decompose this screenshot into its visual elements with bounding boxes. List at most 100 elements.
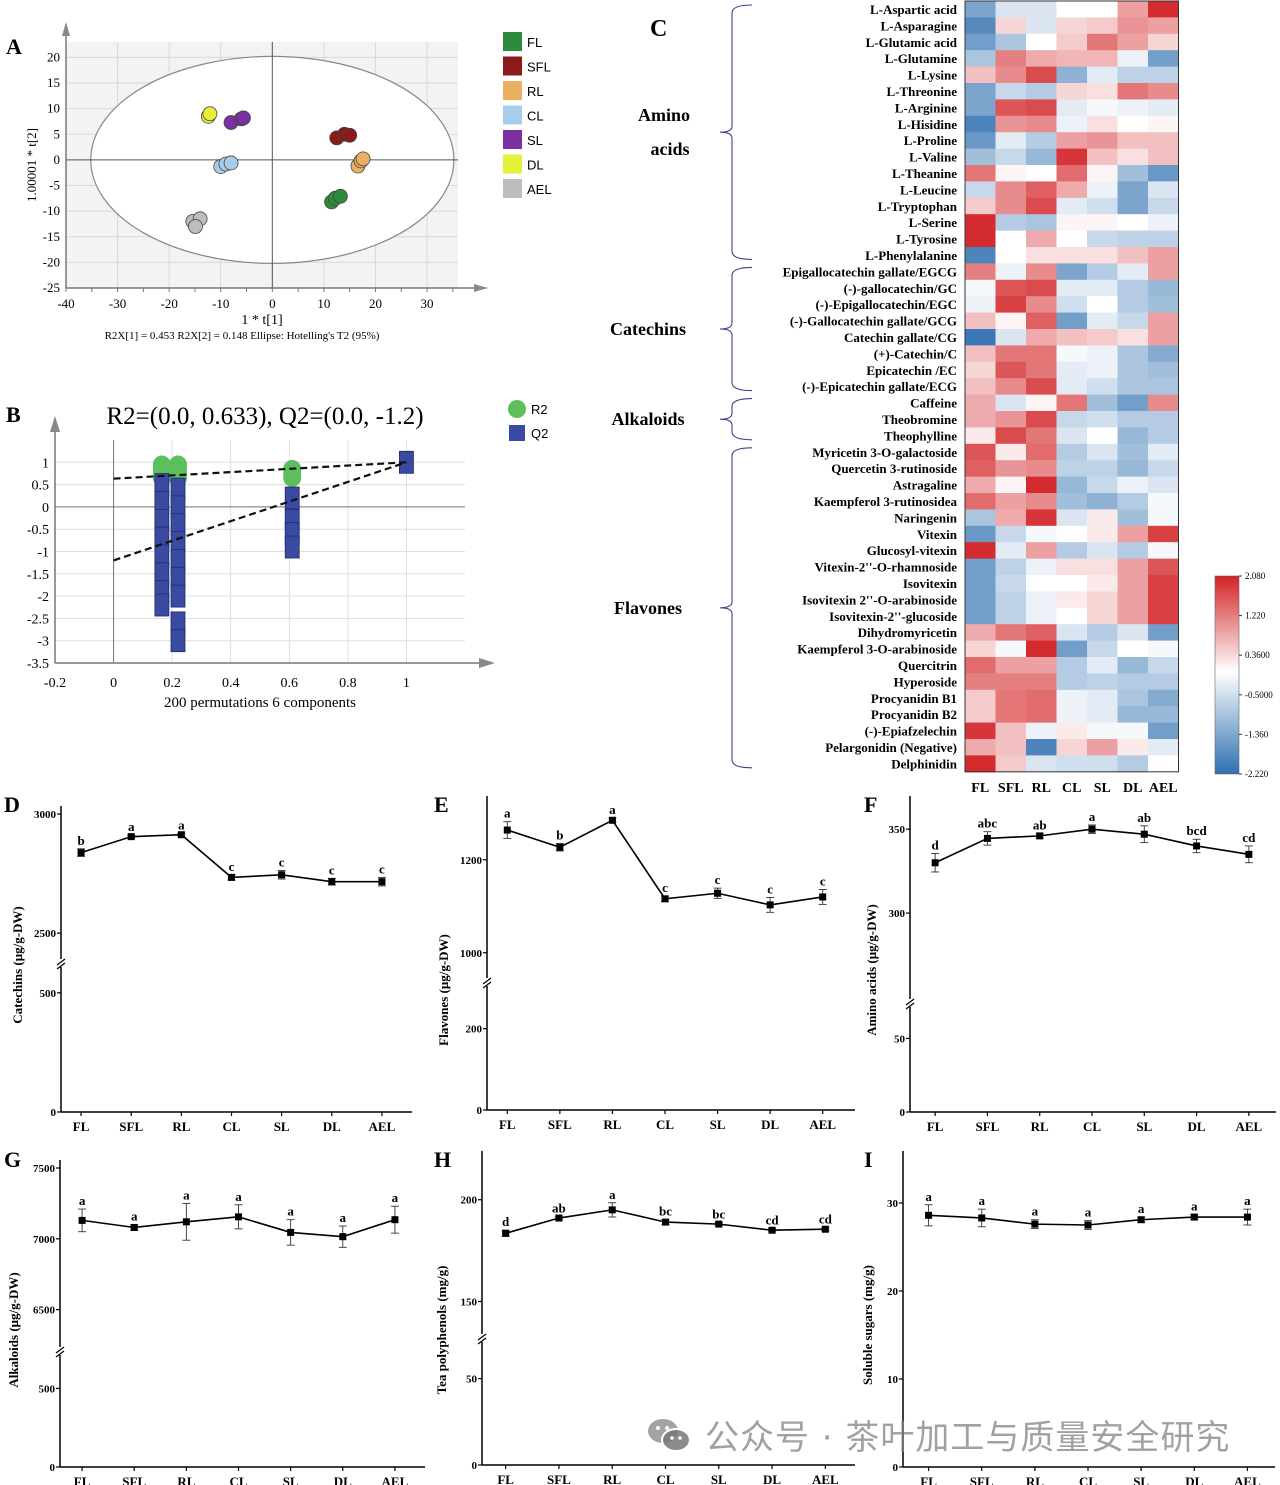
heatmap-cell (1056, 755, 1088, 773)
heatmap-cell (1087, 378, 1118, 396)
y-tick-label: -0.5 (27, 523, 49, 538)
heatmap-cell (1056, 33, 1088, 51)
y-tick-label: 7000 (33, 1234, 56, 1246)
heatmap-cell (1148, 624, 1179, 642)
x-tick-label: CL (222, 1119, 240, 1134)
heatmap-cell (1056, 394, 1088, 412)
heatmap-cell (965, 115, 996, 133)
heatmap-cell (1148, 50, 1179, 68)
data-point (78, 1216, 86, 1224)
heatmap-cell (995, 542, 1027, 560)
y-tick-label: -2.5 (27, 612, 49, 627)
y-axis-title: Alkaloids (μg/g-DW) (6, 1272, 21, 1387)
x-tick-label: SL (283, 1474, 299, 1485)
heatmap-cell (1148, 689, 1179, 707)
heatmap-cell (995, 394, 1027, 412)
significance-letter: a (79, 1193, 86, 1208)
heatmap-cell (1117, 329, 1149, 346)
heatmap-cell (1117, 722, 1149, 740)
data-point (819, 893, 827, 901)
heatmap-cell (1087, 33, 1118, 51)
permutation-test-plot: B R2=(0.0, 0.633), Q2=(0.0, -1.2) -0.2 0 0.2… (6, 400, 548, 711)
category-brace (719, 266, 753, 392)
heatmap-cell (995, 214, 1027, 232)
x-tick-label: DL (761, 1117, 779, 1132)
y-tick-label: 20 (47, 49, 60, 64)
category-brace (719, 447, 753, 769)
heatmap-cell (1148, 279, 1179, 297)
legend-swatch-rl (503, 81, 522, 100)
heatmap-row-label: Dihydromyricetin (858, 625, 958, 640)
significance-letter: ab (1033, 817, 1047, 832)
x-tick-label: SFL (119, 1119, 143, 1134)
y-axis-arrow (62, 22, 70, 36)
heatmap-cell (1087, 706, 1118, 724)
x-tick-label: -0.2 (44, 676, 66, 691)
legend-label-sl: SL (527, 133, 543, 148)
heatmap-cell (1056, 99, 1088, 117)
colorbar-tick-label: -1.360 (1245, 729, 1269, 739)
alkaloids-line-chart: G 0 500 6500 7000 7500 FL SFL RL CL SL DL AEL Alkaloi… (4, 1147, 425, 1485)
colorbar-tick-label: -2.220 (1245, 769, 1269, 779)
data-point (1137, 1216, 1145, 1224)
heatmap-cell (1056, 673, 1088, 691)
heatmap-cell (1026, 411, 1057, 428)
heatmap-cell (1117, 279, 1149, 297)
heatmap-cell (1026, 99, 1057, 117)
heatmap-cell (1056, 181, 1088, 199)
heatmap-cell (1117, 706, 1149, 724)
heatmap-cell (1026, 427, 1057, 445)
heatmap-cell (1117, 1, 1149, 18)
heatmap-cell (1026, 739, 1057, 756)
heatmap-cell (965, 312, 996, 330)
heatmap-cell (1117, 99, 1149, 117)
heatmap-row-label: Procyanidin B1 (871, 691, 957, 706)
legend-label-cl: CL (527, 109, 544, 124)
heatmap-cell (1056, 165, 1088, 182)
heatmap-cell (1117, 591, 1149, 609)
data-point (931, 859, 939, 867)
heatmap-cell (995, 558, 1027, 576)
y-axis-title: Amino acids (μg/g-DW) (864, 904, 879, 1036)
heatmap-row-label: L-Leucine (900, 182, 957, 197)
data-point (556, 843, 564, 851)
heatmap-cell (965, 755, 996, 773)
significance-letter: ab (1137, 810, 1151, 825)
heatmap-cell (1148, 460, 1179, 478)
legend-label-sfl: SFL (527, 60, 551, 75)
q2-point (284, 535, 300, 559)
heatmap-row-label: Caffeine (910, 396, 957, 411)
heatmap-cell (1026, 657, 1057, 674)
heatmap-cell (1056, 525, 1088, 543)
axis-break-mark (55, 1350, 65, 1358)
heatmap-cell (965, 214, 996, 232)
significance-letter: a (1089, 809, 1096, 824)
heatmap-row-label: L-Arginine (895, 100, 957, 115)
data-point (235, 1213, 242, 1221)
heatmap-cell (1056, 739, 1088, 756)
significance-letter: a (392, 1190, 399, 1205)
data-point (502, 1229, 510, 1237)
heatmap-cell (1117, 460, 1149, 478)
legend-swatch-dl (503, 154, 522, 174)
axis-break-mark (905, 1002, 915, 1010)
y-tick-label: 5 (54, 126, 61, 141)
heatmap-cell (1087, 214, 1118, 232)
heatmap-cell (1026, 312, 1057, 330)
data-point (503, 826, 511, 834)
x-tick-label: SFL (122, 1474, 146, 1485)
x-tick-label: 1 (403, 676, 410, 691)
data-point (555, 1214, 563, 1222)
heatmap-cell (1117, 509, 1149, 527)
heatmap-cell (965, 640, 996, 658)
heatmap-cell (1026, 263, 1057, 281)
data-point (1190, 1213, 1198, 1221)
q2-point (170, 629, 186, 653)
category-label: Flavones (614, 598, 682, 618)
significance-letter: d (932, 838, 940, 853)
x-tick-label: 0 (269, 296, 276, 311)
heatmap-cell (1056, 263, 1088, 281)
data-point (228, 873, 235, 881)
x-tick-label: SL (710, 1117, 726, 1132)
y-tick-label: 7500 (33, 1163, 56, 1175)
